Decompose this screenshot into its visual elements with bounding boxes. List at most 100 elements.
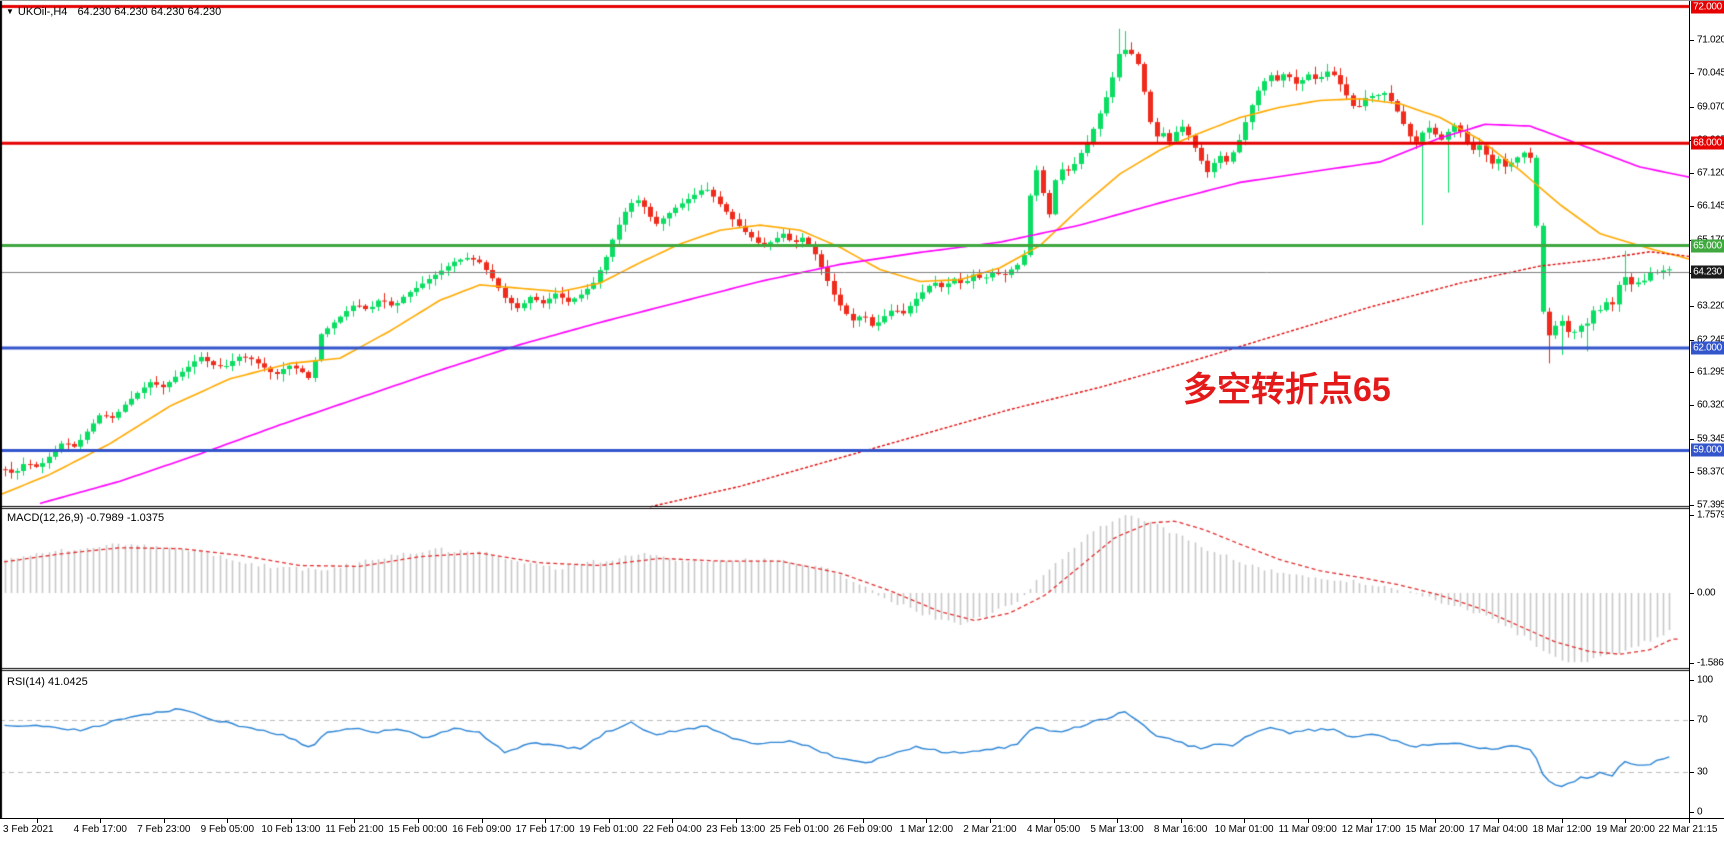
time-tick-mark (1435, 819, 1436, 823)
rsi-tick-label: 30 (1697, 766, 1708, 778)
time-tick-mark (291, 819, 292, 823)
rsi-tick-label: 100 (1697, 674, 1713, 686)
macd-tick-mark (1690, 663, 1694, 664)
time-tick-mark (926, 819, 927, 823)
time-tick-label: 1 Mar 12:00 (899, 824, 954, 835)
rsi-tick-mark (1690, 720, 1694, 721)
time-tick-mark (1562, 819, 1563, 823)
macd-tick-label: 0.00 (1697, 587, 1716, 599)
time-axis[interactable]: 3 Feb 2021 4 Feb 17:00 7 Feb 23:00 9 Feb 05… (0, 818, 1724, 843)
time-tick-label: 5 Mar 13:00 (1090, 824, 1144, 835)
macd-indicator-label: MACD(12,26,9) -0.7989 -1.0375 (7, 512, 165, 524)
time-tick-mark (227, 819, 228, 823)
time-tick-mark (1371, 819, 1372, 823)
price-tick-label: 60.320 (1697, 399, 1724, 411)
rsi-tick-label: 0 (1697, 806, 1703, 818)
time-tick-mark (609, 819, 610, 823)
macd-tick-label: 1.7579 (1697, 509, 1724, 521)
price-tick-mark (1690, 173, 1694, 174)
time-tick-label: 15 Mar 20:00 (1405, 824, 1465, 835)
time-tick-label: 8 Mar 16:00 (1153, 824, 1208, 835)
macd-tick-mark (1690, 515, 1694, 516)
chart-annotation-text: 多空转折点65 (1183, 371, 1391, 409)
time-tick-mark (863, 819, 864, 823)
macd-tick-mark (1690, 593, 1694, 594)
macd-tick-label: -1.5867 (1697, 657, 1724, 669)
price-level-tag: 65.000 (1691, 239, 1724, 253)
price-tick-mark (1690, 472, 1694, 473)
price-tick-label: 57.395 (1697, 499, 1724, 511)
chart-canvas[interactable] (0, 0, 1689, 818)
price-tick-label: 71.020 (1697, 34, 1724, 46)
price-tick-label: 58.370 (1697, 466, 1724, 478)
time-tick-label: 18 Mar 12:00 (1532, 824, 1592, 835)
price-tick-mark (1690, 405, 1694, 406)
time-tick-label: 12 Mar 17:00 (1341, 824, 1401, 835)
price-tick-mark (1690, 439, 1694, 440)
time-tick-label: 26 Feb 09:00 (833, 824, 893, 835)
rsi-tick-mark (1690, 772, 1694, 773)
time-tick-label: 23 Feb 13:00 (706, 824, 766, 835)
price-level-tag: 59.000 (1691, 443, 1724, 457)
time-tick-label: 11 Mar 09:00 (1278, 824, 1337, 835)
time-tick-mark (1498, 819, 1499, 823)
price-tick-mark (1690, 340, 1694, 341)
price-tick-mark (1690, 505, 1694, 506)
price-tick-mark (1690, 40, 1694, 41)
time-tick-mark (736, 819, 737, 823)
price-tick-label: 62.245 (1697, 334, 1724, 346)
time-tick-label: 17 Mar 04:00 (1468, 824, 1528, 835)
price-tick-label: 59.345 (1697, 433, 1724, 445)
price-tick-label: 69.070 (1697, 101, 1724, 113)
time-tick-mark (1054, 819, 1055, 823)
time-tick-mark (545, 819, 546, 823)
time-tick-mark (100, 819, 101, 823)
time-tick-mark (1689, 819, 1690, 823)
time-tick-label: 22 Mar 21:15 (1658, 824, 1718, 835)
time-tick-label: 15 Feb 00:00 (388, 824, 448, 835)
time-tick-label: 10 Feb 13:00 (261, 824, 321, 835)
price-tick-label: 63.220 (1697, 300, 1724, 312)
time-tick-mark (164, 819, 165, 823)
price-tick-mark (1690, 73, 1694, 74)
time-tick-label: 19 Feb 01:00 (579, 824, 639, 835)
price-tick-mark (1690, 372, 1694, 373)
time-tick-label: 10 Mar 01:00 (1214, 824, 1274, 835)
price-tick-label: 70.045 (1697, 67, 1724, 79)
time-tick-label: 11 Feb 21:00 (325, 824, 384, 835)
price-level-tag: 68.000 (1691, 136, 1724, 150)
time-tick-label: 16 Feb 09:00 (452, 824, 512, 835)
time-tick-mark (1308, 819, 1309, 823)
time-tick-mark (672, 819, 673, 823)
symbol-dropdown-icon[interactable]: ▼ (6, 7, 14, 16)
rsi-tick-mark (1690, 680, 1694, 681)
rsi-tick-label: 70 (1697, 714, 1708, 726)
price-tick-mark (1690, 306, 1694, 307)
time-tick-label: 17 Feb 17:00 (515, 824, 575, 835)
time-tick-mark (990, 819, 991, 823)
price-level-tag: 72.000 (1691, 0, 1724, 14)
rsi-tick-mark (1690, 812, 1694, 813)
window-top-border (0, 0, 1724, 1)
time-tick-mark (799, 819, 800, 823)
price-tick-label: 61.295 (1697, 366, 1724, 378)
time-tick-mark (1625, 819, 1626, 823)
time-tick-mark (1244, 819, 1245, 823)
time-tick-label: 25 Feb 01:00 (769, 824, 829, 835)
time-tick-label: 3 Feb 2021 (3, 824, 54, 835)
time-tick-mark (354, 819, 355, 823)
symbol-title: UKOil-,H4 (17, 6, 68, 18)
time-tick-mark (482, 819, 483, 823)
time-tick-mark (37, 819, 38, 823)
time-tick-label: 22 Feb 04:00 (642, 824, 702, 835)
time-tick-mark (418, 819, 419, 823)
symbol-info-bar[interactable]: ▼ UKOil-,H4 64.230 64.230 64.230 64.230 (6, 6, 221, 18)
price-tick-mark (1690, 107, 1694, 108)
price-axis[interactable]: 71.02070.04569.07068.09567.12066.14565.1… (1689, 0, 1724, 818)
rsi-indicator-label: RSI(14) 41.0425 (7, 676, 88, 688)
price-tick-label: 67.120 (1697, 167, 1724, 179)
time-tick-label: 9 Feb 05:00 (200, 824, 255, 835)
price-tick-label: 66.145 (1697, 200, 1724, 212)
time-tick-label: 4 Feb 17:00 (73, 824, 127, 835)
